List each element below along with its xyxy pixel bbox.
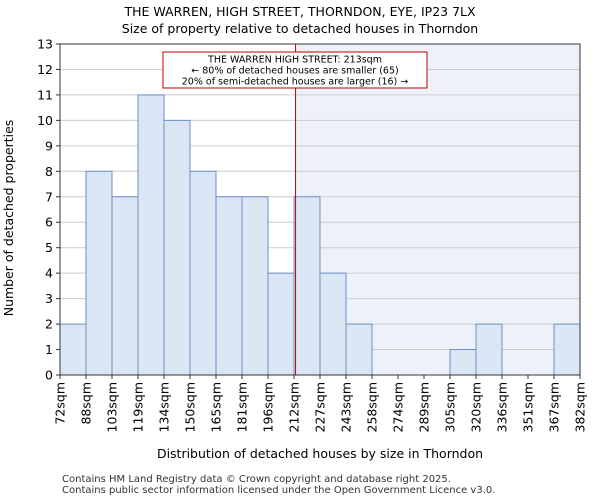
y-tick-label: 10 xyxy=(37,113,53,128)
x-tick-label: 212sqm xyxy=(287,382,302,432)
x-tick-label: 336sqm xyxy=(495,382,510,432)
y-tick-label: 11 xyxy=(37,87,53,102)
x-tick-label: 289sqm xyxy=(417,382,432,432)
histogram-bar xyxy=(189,170,217,376)
histogram-bar xyxy=(163,119,191,376)
y-tick-label: 5 xyxy=(45,240,53,255)
histogram-bar xyxy=(241,196,269,376)
y-tick-label: 4 xyxy=(45,266,53,281)
y-axis-label: Number of detached properties xyxy=(1,120,16,317)
y-tick-label: 13 xyxy=(37,37,53,52)
x-tick-label: 227sqm xyxy=(313,382,328,432)
histogram-bar xyxy=(59,323,87,376)
x-tick-label: 367sqm xyxy=(547,382,562,432)
histogram-bar xyxy=(475,323,503,376)
x-tick-label: 305sqm xyxy=(443,382,458,432)
annotation-line: 20% of semi-detached houses are larger (… xyxy=(182,77,409,88)
histogram-bar xyxy=(449,349,477,376)
y-tick-label: 0 xyxy=(45,368,53,383)
x-tick-label: 351sqm xyxy=(521,382,536,432)
histogram-bar xyxy=(215,196,243,376)
footer-line-1: Contains HM Land Registry data © Crown c… xyxy=(62,474,451,485)
annotation-line: THE WARREN HIGH STREET: 213sqm xyxy=(207,55,382,66)
x-axis-label: Distribution of detached houses by size … xyxy=(157,446,483,461)
y-tick-label: 6 xyxy=(45,215,53,230)
y-tick-label: 1 xyxy=(45,342,53,357)
y-tick-label: 3 xyxy=(45,291,53,306)
x-tick-label: 165sqm xyxy=(209,382,224,432)
histogram-bar xyxy=(345,323,373,376)
x-tick-label: 134sqm xyxy=(157,382,172,432)
chart-title: THE WARREN, HIGH STREET, THORNDON, EYE, … xyxy=(124,4,476,19)
y-tick-label: 9 xyxy=(45,138,53,153)
y-tick-label: 12 xyxy=(37,62,53,77)
chart-subtitle: Size of property relative to detached ho… xyxy=(121,21,479,36)
x-tick-label: 88sqm xyxy=(79,382,94,425)
y-tick-label: 7 xyxy=(45,189,53,204)
x-tick-label: 119sqm xyxy=(131,382,146,432)
x-tick-label: 103sqm xyxy=(105,382,120,432)
y-tick-label: 2 xyxy=(45,317,53,332)
x-tick-label: 196sqm xyxy=(261,382,276,432)
histogram-bar xyxy=(137,94,165,376)
x-tick-label: 243sqm xyxy=(339,382,354,432)
histogram-bar xyxy=(319,272,347,376)
histogram-bar xyxy=(267,272,295,376)
histogram-bar xyxy=(293,196,321,376)
footer-line-2: Contains public sector information licen… xyxy=(62,485,496,496)
x-tick-label: 258sqm xyxy=(365,382,380,432)
x-tick-label: 274sqm xyxy=(391,382,406,432)
x-tick-label: 181sqm xyxy=(235,382,250,432)
y-tick-label: 8 xyxy=(45,164,53,179)
x-tick-label: 320sqm xyxy=(469,382,484,432)
x-tick-label: 150sqm xyxy=(183,382,198,432)
histogram-bar xyxy=(553,323,581,376)
histogram-bar xyxy=(85,170,113,376)
x-tick-label: 72sqm xyxy=(53,382,68,425)
annotation-box xyxy=(162,51,428,89)
x-tick-label: 382sqm xyxy=(573,382,588,432)
annotation-line: ← 80% of detached houses are smaller (65… xyxy=(191,66,398,77)
histogram-bar xyxy=(111,196,139,376)
